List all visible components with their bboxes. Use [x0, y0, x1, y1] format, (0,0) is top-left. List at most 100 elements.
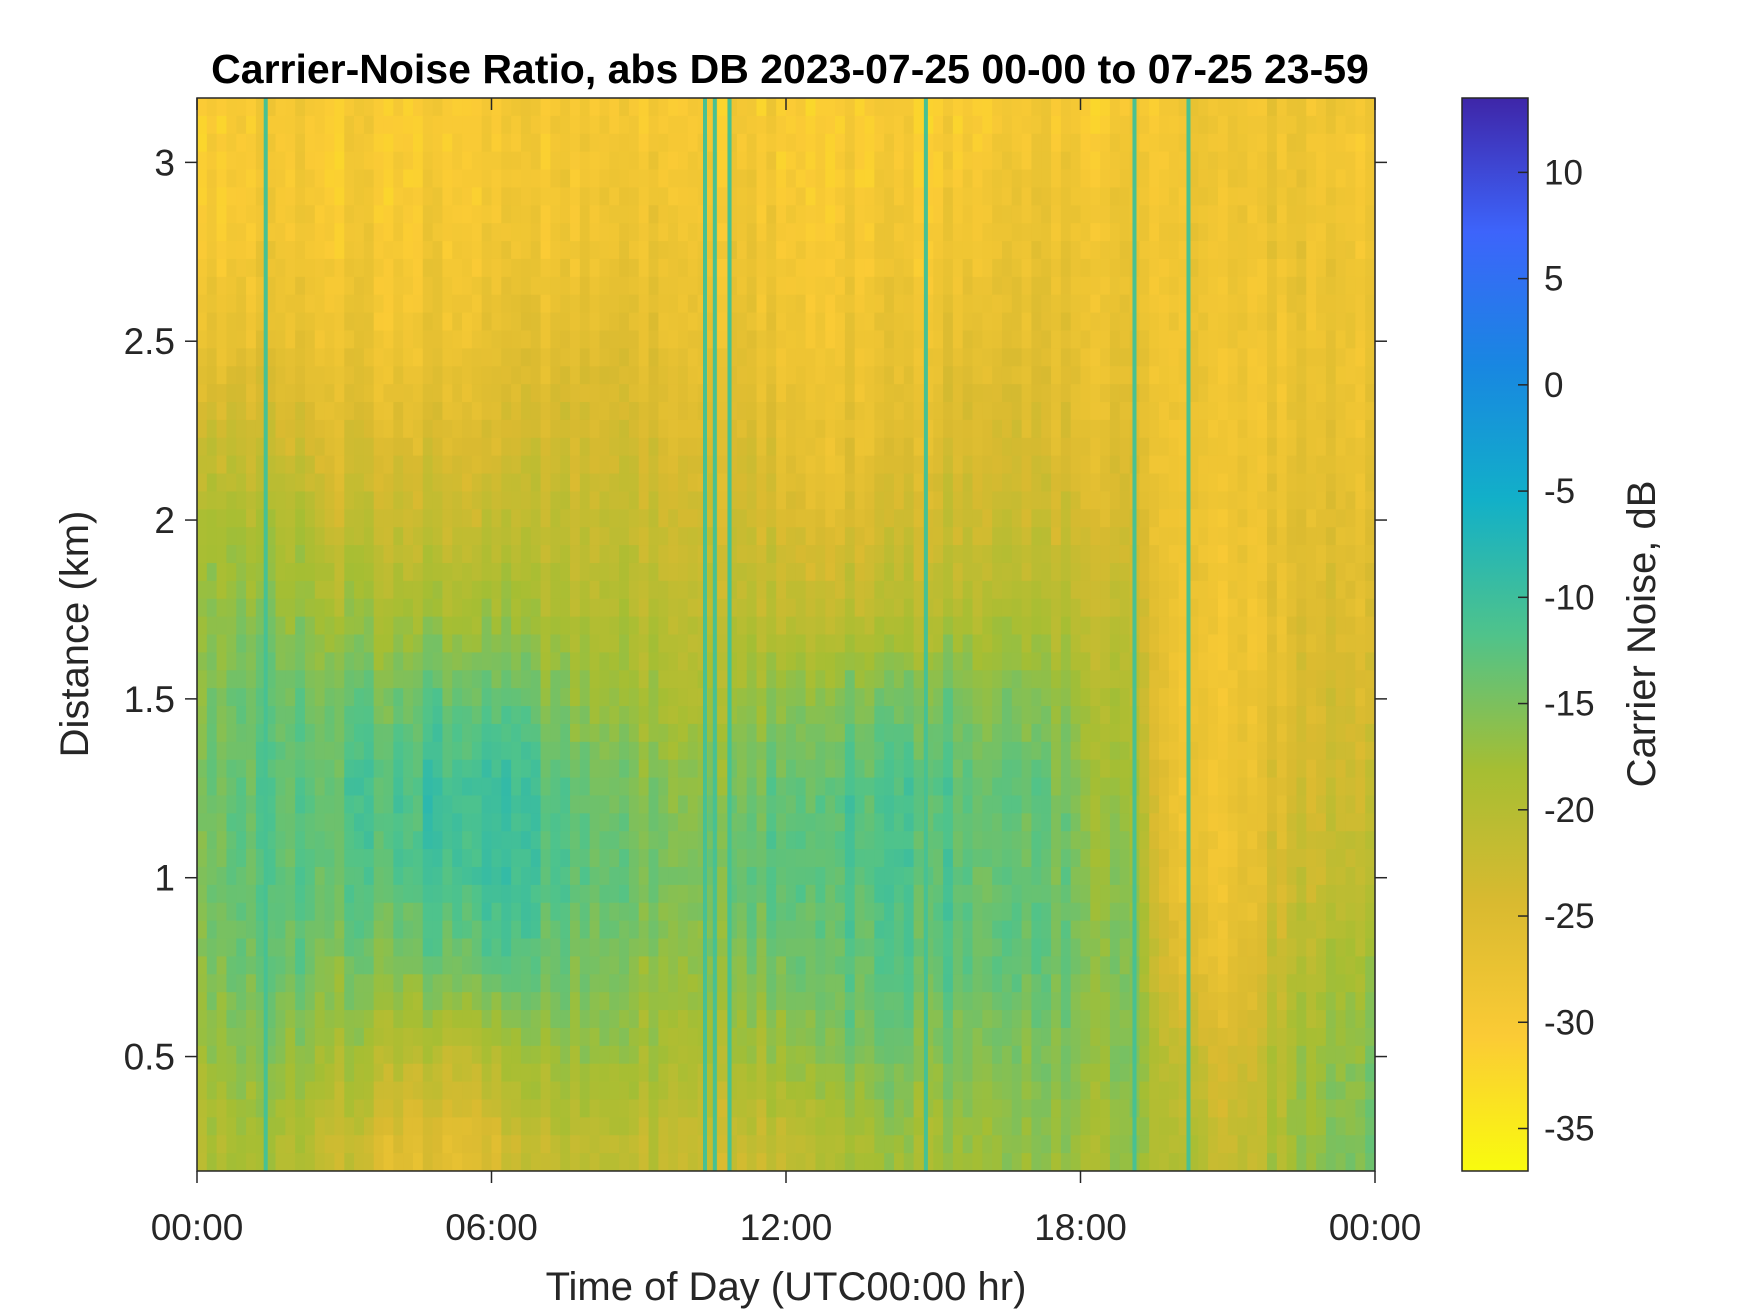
heatmap-cell	[599, 902, 610, 922]
heatmap-cell	[854, 670, 866, 689]
heatmap-cell	[432, 151, 444, 171]
heatmap-cell	[884, 1081, 895, 1101]
heatmap-cell	[854, 992, 866, 1011]
heatmap-cell	[923, 723, 934, 743]
heatmap-cell	[1001, 580, 1013, 600]
heatmap-cell	[776, 473, 787, 493]
heatmap-cell	[520, 419, 532, 439]
heatmap-cell	[835, 723, 846, 743]
heatmap-cell	[854, 813, 866, 832]
heatmap-cell	[736, 348, 748, 367]
heatmap-cell	[540, 1135, 551, 1154]
heatmap-cell	[805, 831, 817, 850]
heatmap-cell	[609, 974, 620, 993]
heatmap-cell	[815, 527, 826, 546]
heatmap-cell	[707, 115, 718, 135]
heatmap-cell	[285, 884, 296, 904]
heatmap-cell	[658, 831, 669, 850]
heatmap-cell	[707, 419, 718, 439]
heatmap-cell	[697, 455, 709, 475]
heatmap-cell	[501, 831, 512, 850]
heatmap-cell	[511, 205, 522, 224]
heatmap-cell	[412, 437, 424, 457]
heatmap-cell	[756, 348, 767, 367]
heatmap-cell	[727, 241, 738, 260]
heatmap-cell	[550, 920, 561, 940]
heatmap-cell	[648, 348, 659, 367]
heatmap-cell	[619, 920, 630, 940]
heatmap-cell	[707, 813, 718, 832]
heatmap-cell	[1011, 133, 1023, 153]
heatmap-cell	[844, 634, 856, 653]
heatmap-cell	[432, 205, 444, 224]
heatmap-cell	[540, 598, 551, 618]
heatmap-cell	[1001, 115, 1013, 135]
heatmap-cell	[275, 795, 286, 814]
heatmap-cell	[972, 348, 983, 367]
heatmap-cell	[530, 1045, 542, 1065]
heatmap-cell	[697, 1099, 709, 1118]
heatmap-cell	[727, 1081, 738, 1101]
heatmap-cell	[236, 616, 247, 636]
heatmap-cell	[786, 1027, 797, 1047]
heatmap-cell	[687, 169, 699, 189]
heatmap-cell	[962, 348, 974, 367]
heatmap-cell	[805, 151, 817, 171]
heatmap-cell	[412, 545, 424, 564]
heatmap-cell	[422, 831, 434, 850]
heatmap-cell	[648, 1099, 659, 1118]
heatmap-cell	[255, 133, 267, 153]
heatmap-cell	[324, 384, 336, 403]
heatmap-cell	[736, 545, 748, 564]
heatmap-cell	[628, 258, 640, 278]
heatmap-cell	[570, 992, 581, 1011]
heatmap-cell	[913, 616, 925, 636]
heatmap-cell	[609, 509, 620, 528]
heatmap-cell	[432, 920, 444, 940]
heatmap-cell	[324, 419, 336, 439]
heatmap-cell	[334, 1045, 345, 1065]
heatmap-cell	[295, 616, 306, 636]
heatmap-cell	[412, 920, 424, 940]
heatmap-cell	[805, 562, 817, 582]
heatmap-cell	[972, 634, 983, 653]
heatmap-cell	[786, 670, 797, 689]
heatmap-cell	[786, 527, 797, 546]
heatmap-cell	[687, 187, 699, 206]
heatmap-cell	[786, 276, 797, 296]
heatmap-cell	[599, 759, 610, 779]
heatmap-cell	[334, 241, 345, 260]
heatmap-cell	[285, 491, 296, 510]
heatmap-cell	[648, 598, 659, 618]
heatmap-cell	[844, 223, 856, 242]
heatmap-cell	[304, 706, 316, 725]
heatmap-cell	[363, 777, 375, 797]
heatmap-cell	[844, 455, 856, 475]
heatmap-cell	[609, 473, 620, 493]
heatmap-cell	[884, 348, 895, 367]
heatmap-cell	[933, 437, 944, 457]
heatmap-cell	[786, 330, 797, 349]
heatmap-cell	[943, 330, 954, 349]
heatmap-cell	[786, 956, 797, 975]
heatmap-cell	[825, 902, 836, 922]
heatmap-cell	[786, 1010, 797, 1029]
heatmap-cell	[304, 902, 316, 922]
heatmap-cell	[923, 759, 934, 779]
heatmap-cell	[530, 849, 542, 868]
heatmap-cell	[756, 455, 767, 475]
heatmap-cell	[462, 205, 473, 224]
heatmap-cell	[589, 652, 601, 671]
heatmap-cell	[619, 348, 630, 367]
heatmap-cell	[913, 741, 925, 761]
heatmap-cell	[766, 723, 777, 743]
heatmap-cell	[236, 777, 247, 797]
heatmap-cell	[727, 920, 738, 940]
heatmap-cell	[648, 938, 659, 957]
heatmap-cell	[265, 598, 277, 618]
heatmap-cell	[903, 205, 915, 224]
heatmap-cell	[972, 1099, 983, 1118]
heatmap-cell	[206, 902, 218, 922]
heatmap-cell	[727, 115, 738, 135]
heatmap-cell	[471, 974, 483, 993]
